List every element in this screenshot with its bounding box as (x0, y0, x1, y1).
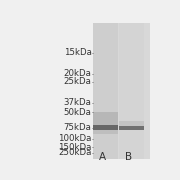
Text: 25kDa: 25kDa (64, 77, 92, 86)
Text: A: A (99, 152, 106, 162)
Text: B: B (125, 152, 132, 162)
Text: 75kDa: 75kDa (64, 123, 92, 132)
Bar (93, 130, 118, 134)
Text: 20kDa: 20kDa (64, 69, 92, 78)
Text: 250kDa: 250kDa (58, 148, 92, 157)
Bar (120, 126, 144, 130)
Text: 150kDa: 150kDa (58, 143, 92, 152)
Text: 50kDa: 50kDa (64, 108, 92, 117)
Bar (93, 23, 118, 159)
Text: 100kDa: 100kDa (58, 134, 92, 143)
Bar (93, 125, 118, 130)
Text: 15kDa: 15kDa (64, 48, 92, 57)
Bar (120, 121, 144, 126)
Text: 37kDa: 37kDa (64, 98, 92, 107)
Bar (93, 23, 150, 159)
Bar (93, 112, 118, 125)
Bar (120, 23, 144, 159)
